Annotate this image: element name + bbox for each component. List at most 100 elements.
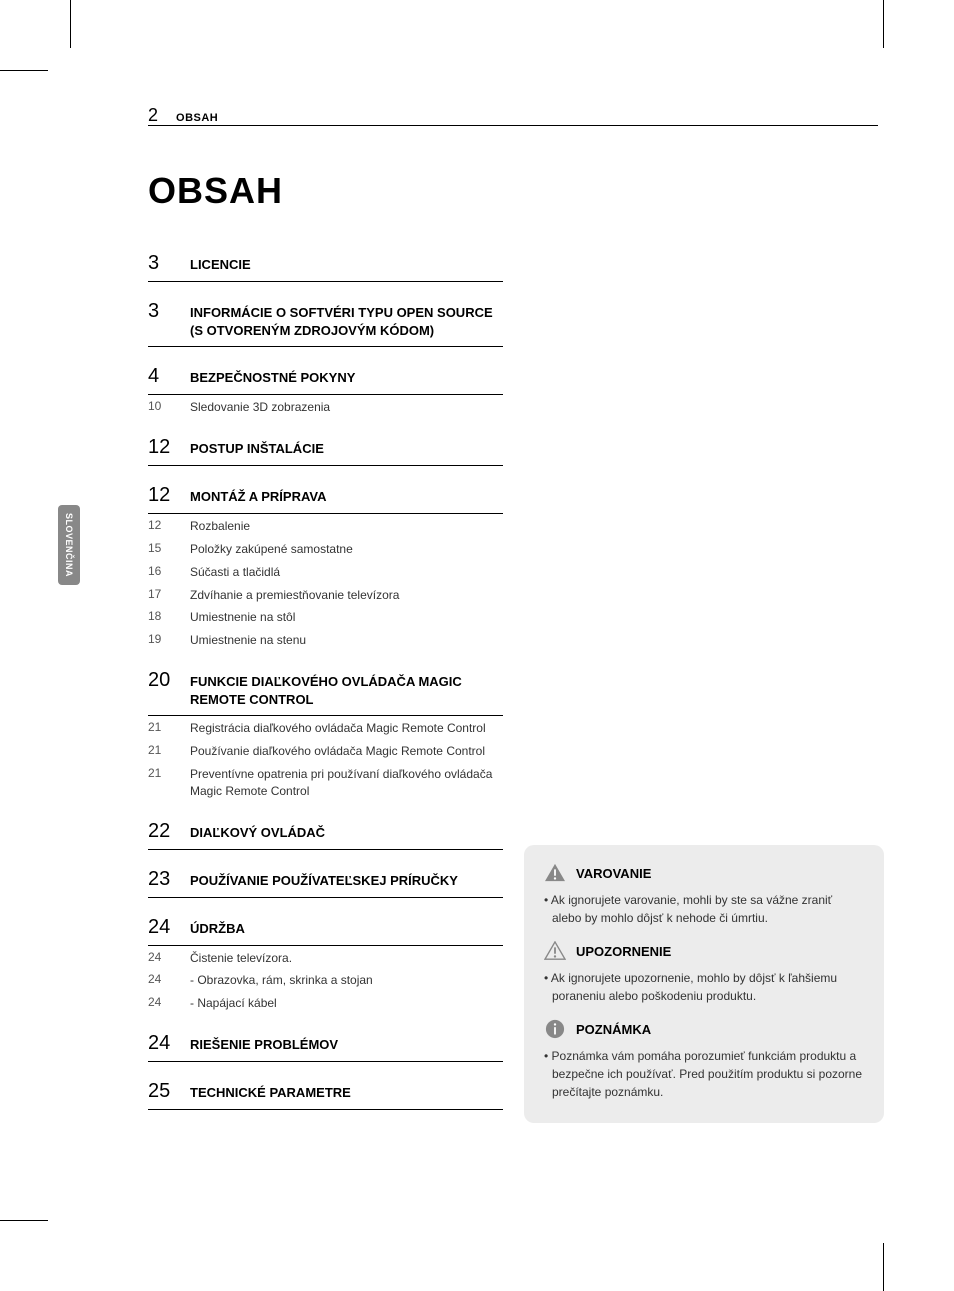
- toc-heading-page: 12: [148, 436, 172, 459]
- main-title: OBSAH: [148, 170, 283, 212]
- toc-item-page: 21: [148, 766, 172, 780]
- toc-heading-page: 3: [148, 252, 172, 275]
- toc-section: 22 DIAĽKOVÝ OVLÁDAČ: [148, 820, 503, 850]
- caution-block: UPOZORNENIE Ak ignorujete upozornenie, m…: [544, 941, 864, 1005]
- warning-block: VAROVANIE Ak ignorujete varovanie, mohli…: [544, 863, 864, 927]
- toc-heading: 12 POSTUP INŠTALÁCIE: [148, 436, 503, 466]
- crop-mark: [883, 1243, 884, 1291]
- toc-heading-title: LICENCIE: [190, 256, 251, 274]
- toc-item-title: Používanie diaľkového ovládača Magic Rem…: [190, 743, 485, 760]
- toc-item-title: Položky zakúpené samostatne: [190, 541, 353, 558]
- toc-item-page: 21: [148, 743, 172, 757]
- page-number: 2: [148, 105, 158, 126]
- toc-heading-page: 3: [148, 300, 172, 323]
- language-tab: SLOVENČINA: [58, 505, 80, 585]
- header-label: OBSAH: [176, 112, 218, 124]
- toc-section: 25 TECHNICKÉ PARAMETRE: [148, 1080, 503, 1110]
- toc-item: 24 - Obrazovka, rám, skrinka a stojan: [148, 968, 503, 991]
- toc-heading-title: RIEŠENIE PROBLÉMOV: [190, 1036, 338, 1054]
- toc-section: 3 INFORMÁCIE O SOFTVÉRI TYPU OPEN SOURCE …: [148, 300, 503, 347]
- toc-heading: 12MONTÁŽ A PRÍPRAVA: [148, 484, 503, 514]
- toc-heading-page: 24: [148, 916, 172, 939]
- toc-item-page: 19: [148, 632, 172, 646]
- toc-item: 21 Používanie diaľkového ovládača Magic R…: [148, 739, 503, 762]
- caution-icon: [544, 941, 566, 961]
- toc-item-title: Umiestnenie na stôl: [190, 609, 295, 626]
- toc-heading: 25 TECHNICKÉ PARAMETRE: [148, 1080, 503, 1110]
- caution-heading: UPOZORNENIE: [544, 941, 864, 961]
- toc-item: 24 - Napájací kábel: [148, 991, 503, 1014]
- toc-heading: 24 ÚDRŽBA: [148, 916, 503, 946]
- language-tab-label: SLOVENČINA: [64, 513, 74, 577]
- toc-heading: 22 DIAĽKOVÝ OVLÁDAČ: [148, 820, 503, 850]
- warning-heading: VAROVANIE: [544, 863, 864, 883]
- toc-heading: 20FUNKCIE DIAĽKOVÉHO OVLÁDAČA MAGIC REMO…: [148, 669, 503, 716]
- toc-heading-title: TECHNICKÉ PARAMETRE: [190, 1084, 351, 1102]
- toc-item-title: Registrácia diaľkového ovládača Magic Re…: [190, 720, 486, 737]
- toc-item-title: - Napájací kábel: [190, 995, 277, 1012]
- toc-heading-page: 22: [148, 820, 172, 843]
- toc-item: 24Čistenie televízora.: [148, 946, 503, 969]
- toc-heading: 3 INFORMÁCIE O SOFTVÉRI TYPU OPEN SOURCE …: [148, 300, 503, 347]
- toc-heading-title: DIAĽKOVÝ OVLÁDAČ: [190, 824, 325, 842]
- toc-item-title: Súčasti a tlačidlá: [190, 564, 280, 581]
- toc-item-page: 16: [148, 564, 172, 578]
- crop-mark: [883, 0, 884, 48]
- toc-item-page: 17: [148, 587, 172, 601]
- crop-mark: [0, 1220, 48, 1221]
- toc-heading: 4BEZPEČNOSTNÉ POKYNY: [148, 365, 503, 395]
- toc-heading: 23 POUŽÍVANIE POUŽÍVATEĽSKEJ PRÍRUČKY: [148, 868, 503, 898]
- crop-mark: [70, 0, 71, 48]
- toc-section: 4BEZPEČNOSTNÉ POKYNY 10 Sledovanie 3D zobr…: [148, 365, 503, 418]
- toc-heading: 3 LICENCIE: [148, 252, 503, 282]
- warning-title: VAROVANIE: [576, 866, 651, 881]
- toc-heading-page: 24: [148, 1032, 172, 1055]
- toc-heading: 24 RIEŠENIE PROBLÉMOV: [148, 1032, 503, 1062]
- toc-item-page: 24: [148, 972, 172, 986]
- toc-section: 20FUNKCIE DIAĽKOVÉHO OVLÁDAČA MAGIC REMO…: [148, 669, 503, 802]
- note-title: POZNÁMKA: [576, 1022, 651, 1037]
- toc-item-title: Preventívne opatrenia pri používaní diaľ…: [190, 766, 503, 800]
- toc-heading-title: INFORMÁCIE O SOFTVÉRI TYPU OPEN SOURCE (…: [190, 304, 503, 340]
- toc-heading-page: 12: [148, 484, 172, 507]
- toc-section: 23 POUŽÍVANIE POUŽÍVATEĽSKEJ PRÍRUČKY: [148, 868, 503, 898]
- warning-icon: [544, 863, 566, 883]
- warning-text: Ak ignorujete varovanie, mohli by ste sa…: [544, 891, 864, 927]
- toc-heading-page: 4: [148, 365, 172, 388]
- toc-heading-title: POSTUP INŠTALÁCIE: [190, 440, 324, 458]
- toc-item: 12 Rozbalenie: [148, 514, 503, 537]
- header-rule: [148, 125, 878, 126]
- toc-item-title: Čistenie televízora.: [190, 950, 292, 967]
- toc-heading-page: 20: [148, 669, 172, 692]
- toc-item-title: Rozbalenie: [190, 518, 250, 535]
- toc-section: 24ÚDRŽBA24Čistenie televízora.24 - Obraz…: [148, 916, 503, 1014]
- toc-item: 15Položky zakúpené samostatne: [148, 537, 503, 560]
- caution-text: Ak ignorujete upozornenie, mohlo by dôjs…: [544, 969, 864, 1005]
- toc-item-title: Sledovanie 3D zobrazenia: [190, 399, 330, 416]
- toc-item-title: Zdvíhanie a premiestňovanie televízora: [190, 587, 399, 604]
- toc-item-page: 21: [148, 720, 172, 734]
- toc-item-title: Umiestnenie na stenu: [190, 632, 306, 649]
- toc-section: 3 LICENCIE: [148, 252, 503, 282]
- toc-section: 12 POSTUP INŠTALÁCIE: [148, 436, 503, 466]
- toc-heading-title: ÚDRŽBA: [190, 920, 245, 938]
- toc-heading-title: POUŽÍVANIE POUŽÍVATEĽSKEJ PRÍRUČKY: [190, 872, 458, 890]
- toc-heading-page: 23: [148, 868, 172, 891]
- note-heading: POZNÁMKA: [544, 1019, 864, 1039]
- toc-item-page: 10: [148, 399, 172, 413]
- toc-section: 12MONTÁŽ A PRÍPRAVA12Rozbalenie15Položky…: [148, 484, 503, 651]
- toc-item-title: - Obrazovka, rám, skrinka a stojan: [190, 972, 373, 989]
- toc-item-page: 18: [148, 609, 172, 623]
- toc-item: 21 Preventívne opatrenia pri používaní di…: [148, 762, 503, 802]
- toc-item-page: 12: [148, 518, 172, 532]
- note-block: POZNÁMKA Poznámka vám pomáha porozumieť …: [544, 1019, 864, 1101]
- caution-title: UPOZORNENIE: [576, 944, 671, 959]
- toc-heading-page: 25: [148, 1080, 172, 1103]
- toc-item: 19 Umiestnenie na stenu: [148, 628, 503, 651]
- toc-item: 10 Sledovanie 3D zobrazenia: [148, 395, 503, 418]
- info-panel: VAROVANIE Ak ignorujete varovanie, mohli…: [524, 845, 884, 1123]
- toc-section: 24 RIEŠENIE PROBLÉMOV: [148, 1032, 503, 1062]
- page-header: 2 OBSAH: [148, 105, 218, 126]
- toc-item: 16 Súčasti a tlačidlá: [148, 560, 503, 583]
- toc-item: 17 Zdvíhanie a premiestňovanie televízora: [148, 583, 503, 606]
